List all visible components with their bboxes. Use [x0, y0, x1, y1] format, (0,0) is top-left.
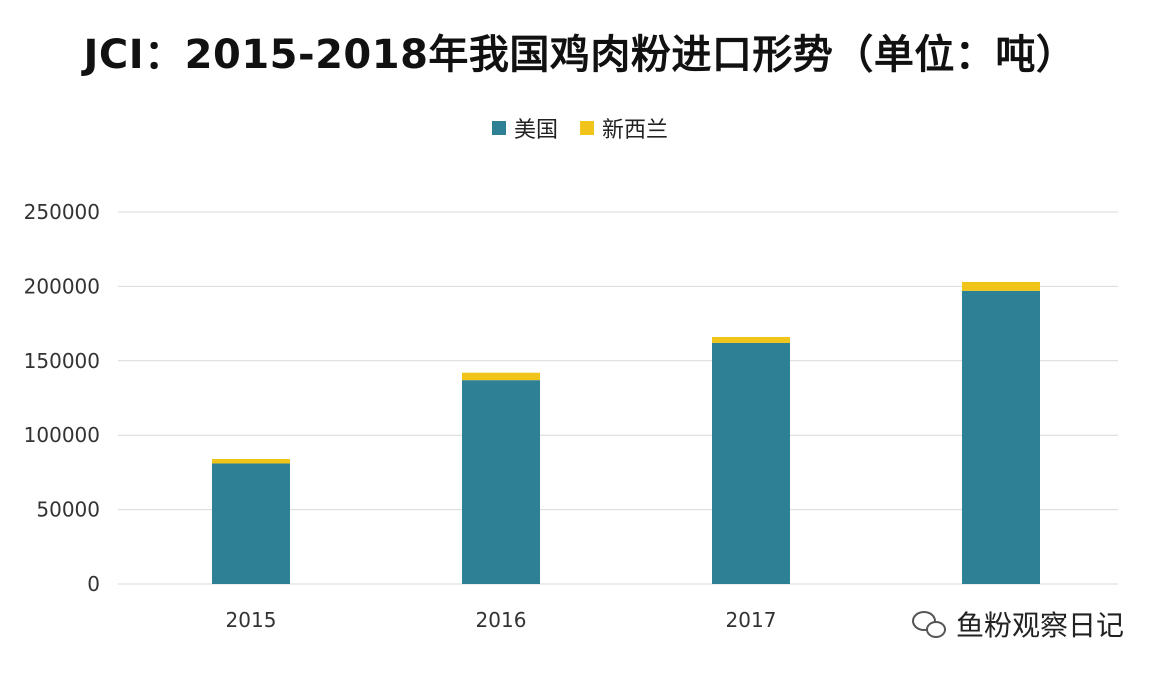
- bar-new-zealand-2015: [212, 459, 290, 464]
- legend-swatch-usa: [491, 121, 506, 135]
- x-tick-label-2016: 2016: [476, 608, 527, 632]
- y-tick-label-250000: 250000: [24, 200, 100, 224]
- bar-new-zealand-2016: [462, 372, 540, 381]
- bar-new-zealand-col3: [962, 281, 1040, 291]
- source-watermark: 鱼粉观察日记: [911, 604, 1124, 644]
- x-tick-label-2017: 2017: [726, 608, 777, 632]
- y-tick-label-50000: 50000: [36, 498, 100, 522]
- x-axis-ticks: 2015 2016 2017: [226, 608, 777, 632]
- y-tick-label-100000: 100000: [24, 423, 100, 447]
- bar-usa-2016: [462, 380, 540, 584]
- legend-label-new-zealand: 新西兰: [602, 118, 669, 143]
- y-tick-label-150000: 150000: [24, 349, 100, 373]
- bar-usa-2015: [212, 463, 290, 584]
- wechat-icon: [911, 609, 946, 639]
- legend-item-new-zealand: 新西兰: [580, 112, 668, 144]
- legend-label-usa: 美国: [513, 118, 558, 143]
- x-tick-label-2015: 2015: [226, 608, 277, 632]
- legend: 美国 新西兰: [0, 112, 1160, 144]
- y-tick-label-200000: 200000: [24, 274, 100, 298]
- legend-item-usa: 美国: [491, 112, 558, 144]
- chart-title: JCI：2015-2018年我国鸡肉粉进口形势（单位：吨）: [83, 32, 1077, 78]
- y-tick-label-0: 0: [87, 572, 100, 596]
- y-axis-ticks: 0 50000 100000 150000 200000 250000: [24, 200, 100, 596]
- bar-usa-col3: [962, 290, 1040, 584]
- bars: [212, 281, 1040, 584]
- source-watermark-label: 鱼粉观察日记: [955, 609, 1124, 642]
- bar-usa-2017: [712, 342, 790, 584]
- bar-new-zealand-2017: [712, 336, 790, 343]
- legend-swatch-new-zealand: [580, 121, 594, 135]
